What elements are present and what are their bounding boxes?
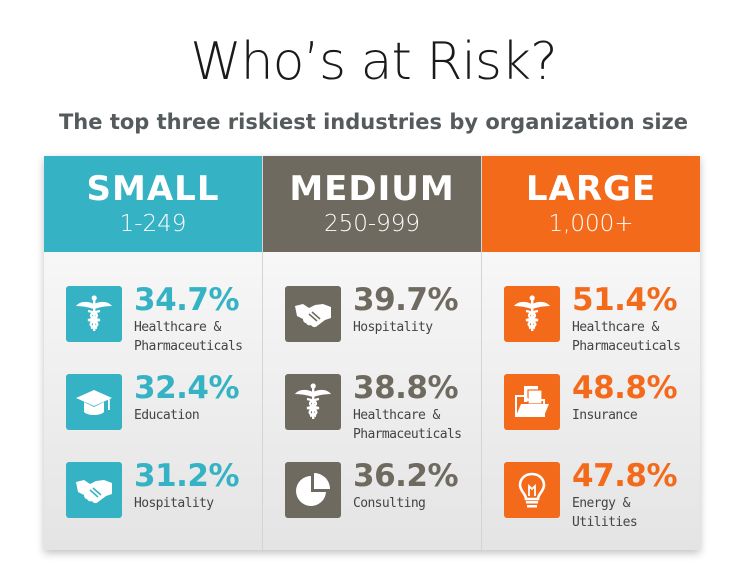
risk-percent: 32.4% bbox=[134, 370, 240, 406]
industry-item: 38.8% Healthcare & Pharmaceuticals bbox=[263, 370, 481, 458]
industry-item: 31.2% Hospitality bbox=[44, 458, 262, 546]
column-header-small: SMALL 1-249 bbox=[44, 156, 262, 252]
column-label: SMALL bbox=[86, 169, 220, 209]
industry-name: Healthcare & Pharmaceuticals bbox=[134, 320, 243, 354]
column-large: LARGE 1,000+ 51.4% Healthcare & Pharmace… bbox=[482, 156, 700, 550]
handshake-icon bbox=[66, 462, 122, 518]
industry-name: Healthcare & Pharmaceuticals bbox=[353, 408, 462, 442]
handshake-icon bbox=[285, 286, 341, 342]
column-header-medium: MEDIUM 250-999 bbox=[263, 156, 481, 252]
page-title: Who’s at Risk? bbox=[190, 32, 558, 92]
pie-chart-icon bbox=[285, 462, 341, 518]
folder-icon bbox=[504, 374, 560, 430]
risk-percent: 38.8% bbox=[353, 370, 459, 406]
industry-item: 47.8% Energy & Utilities bbox=[482, 458, 700, 546]
page-subtitle: The top three riskiest industries by org… bbox=[58, 110, 688, 134]
risk-percent: 31.2% bbox=[134, 458, 240, 494]
column-header-large: LARGE 1,000+ bbox=[482, 156, 700, 252]
industry-name: Hospitality bbox=[353, 320, 433, 335]
lightbulb-icon bbox=[504, 462, 560, 518]
industry-name: Insurance bbox=[572, 408, 638, 423]
industry-item: 39.7% Hospitality bbox=[263, 282, 481, 370]
industry-item: 32.4% Education bbox=[44, 370, 262, 458]
column-range: 1,000+ bbox=[548, 211, 634, 237]
column-range: 1-249 bbox=[119, 211, 187, 237]
column-small: SMALL 1-249 34.7% Healthcare & Pharmaceu… bbox=[44, 156, 263, 550]
risk-table: SMALL 1-249 34.7% Healthcare & Pharmaceu… bbox=[44, 156, 700, 550]
industry-name: Education bbox=[134, 408, 200, 423]
caduceus-icon bbox=[285, 374, 341, 430]
industry-item: 51.4% Healthcare & Pharmaceuticals bbox=[482, 282, 700, 370]
risk-percent: 36.2% bbox=[353, 458, 459, 494]
industry-name: Energy & Utilities bbox=[572, 496, 638, 530]
risk-percent: 47.8% bbox=[572, 458, 678, 494]
column-label: MEDIUM bbox=[289, 169, 455, 209]
industry-item: 36.2% Consulting bbox=[263, 458, 481, 546]
risk-percent: 51.4% bbox=[572, 282, 678, 318]
graduation-cap-icon bbox=[66, 374, 122, 430]
caduceus-icon bbox=[504, 286, 560, 342]
industry-name: Hospitality bbox=[134, 496, 214, 511]
column-range: 250-999 bbox=[323, 211, 421, 237]
industry-item: 34.7% Healthcare & Pharmaceuticals bbox=[44, 282, 262, 370]
column-label: LARGE bbox=[525, 169, 657, 209]
caduceus-icon bbox=[66, 286, 122, 342]
risk-percent: 39.7% bbox=[353, 282, 459, 318]
risk-percent: 34.7% bbox=[134, 282, 240, 318]
risk-percent: 48.8% bbox=[572, 370, 678, 406]
industry-item: 48.8% Insurance bbox=[482, 370, 700, 458]
industry-name: Consulting bbox=[353, 496, 426, 511]
column-medium: MEDIUM 250-999 39.7% Hospitality 38.8% bbox=[263, 156, 482, 550]
industry-name: Healthcare & Pharmaceuticals bbox=[572, 320, 681, 354]
